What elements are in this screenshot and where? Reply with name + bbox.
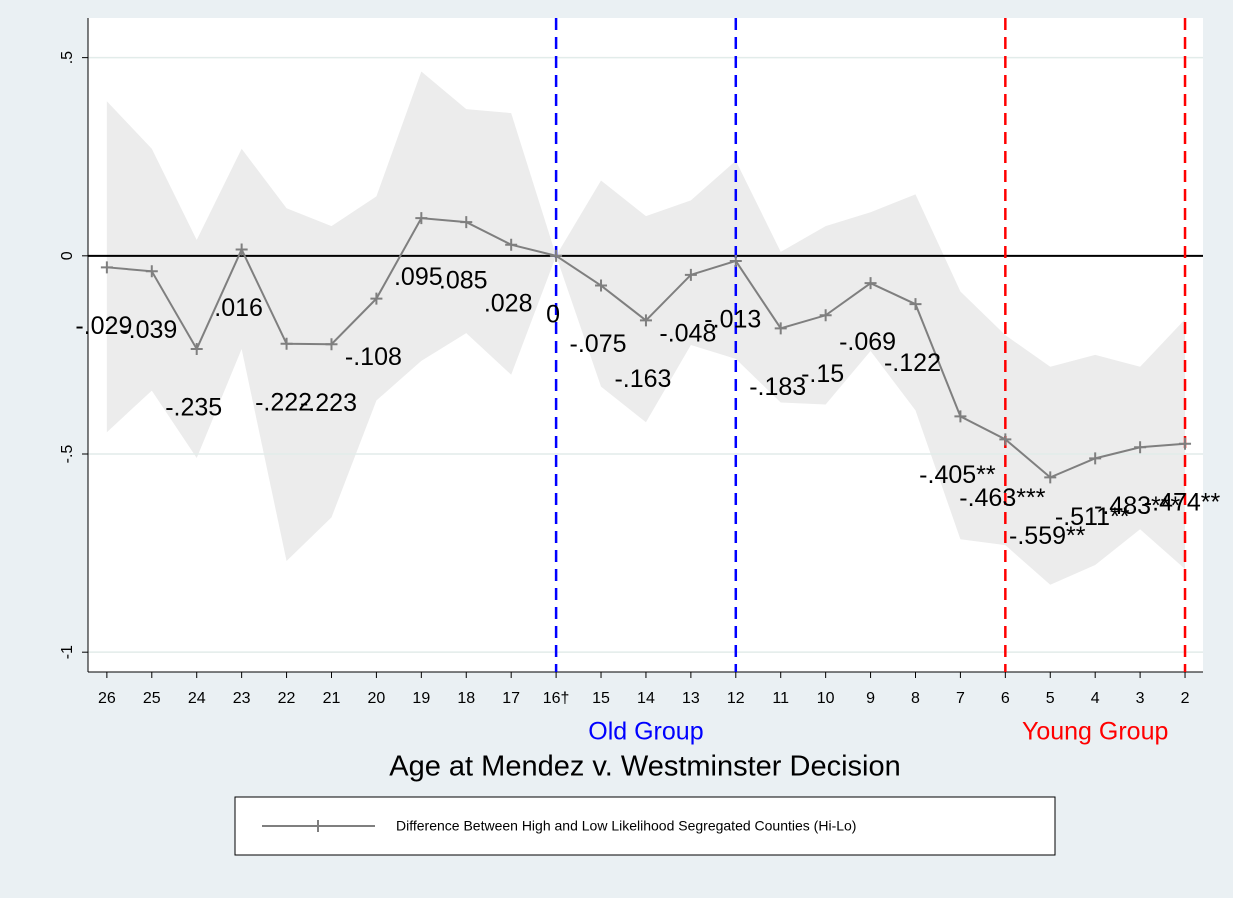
legend-label: Difference Between High and Low Likeliho… xyxy=(396,818,856,834)
data-label: -.069 xyxy=(839,328,896,356)
data-label: -.048 xyxy=(659,319,716,347)
x-tick-label: 11 xyxy=(772,690,789,707)
y-tick-label: .5 xyxy=(59,51,76,64)
data-label: -.463*** xyxy=(959,484,1045,512)
point-marker xyxy=(819,309,832,322)
point-marker xyxy=(460,216,473,229)
data-label: .085 xyxy=(439,267,488,295)
y-tick-label: -.5 xyxy=(59,445,76,464)
x-tick-label: 21 xyxy=(323,690,341,707)
x-tick-label: 8 xyxy=(911,690,920,707)
x-tick-label: 20 xyxy=(368,690,386,707)
point-marker xyxy=(415,212,428,225)
point-marker xyxy=(370,292,383,305)
point-marker xyxy=(235,243,248,256)
x-tick-label: 5 xyxy=(1046,690,1055,707)
data-label: -.223 xyxy=(300,389,357,417)
point-marker xyxy=(1134,441,1147,454)
point-marker xyxy=(1044,471,1057,484)
data-label: -.483*** xyxy=(1094,492,1180,520)
x-tick-label: 4 xyxy=(1091,690,1100,707)
data-label: -.039 xyxy=(120,316,177,344)
data-label: -.235 xyxy=(165,394,222,422)
point-marker xyxy=(729,254,742,267)
data-label: .095 xyxy=(394,263,443,291)
data-label: -.511** xyxy=(1055,503,1130,531)
data-label: -.029 xyxy=(75,312,132,340)
point-marker xyxy=(595,279,608,292)
point-marker xyxy=(145,265,158,278)
x-tick-label: 6 xyxy=(1001,690,1010,707)
point-marker xyxy=(280,337,293,350)
x-tick-label: 18 xyxy=(457,690,475,707)
data-label: .028 xyxy=(484,289,533,317)
data-label: 0 xyxy=(546,300,560,328)
data-label: -.405** xyxy=(919,461,996,489)
x-tick-label: 3 xyxy=(1136,690,1145,707)
x-tick-label: 16† xyxy=(543,690,570,707)
data-label: -.013 xyxy=(704,306,761,334)
x-tick-label: 14 xyxy=(637,690,655,707)
x-tick-label: 24 xyxy=(188,690,206,707)
x-tick-label: 10 xyxy=(817,690,835,707)
data-label: -.474** xyxy=(1144,488,1221,516)
data-label: -.559** xyxy=(1009,522,1086,550)
point-marker xyxy=(639,314,652,327)
data-label: -.15 xyxy=(801,360,844,388)
x-tick-label: 22 xyxy=(278,690,296,707)
data-label: -.163 xyxy=(614,365,671,393)
group-label: Old Group xyxy=(588,718,703,746)
x-tick-label: 17 xyxy=(502,690,520,707)
x-tick-label: 12 xyxy=(727,690,745,707)
group-label: Young Group xyxy=(1022,718,1168,746)
point-marker xyxy=(909,298,922,311)
y-tick-label: 0 xyxy=(59,251,76,260)
point-marker xyxy=(190,342,203,355)
legend-marker xyxy=(262,820,375,832)
point-marker xyxy=(325,338,338,351)
point-marker xyxy=(505,238,518,251)
point-marker xyxy=(864,277,877,290)
data-label: -.183 xyxy=(749,373,806,401)
data-label: .016 xyxy=(214,294,263,322)
point-marker xyxy=(684,268,697,281)
point-marker xyxy=(100,261,113,274)
x-tick-label: 19 xyxy=(412,690,430,707)
data-label: -.222 xyxy=(255,388,312,416)
point-marker xyxy=(954,410,967,423)
point-marker xyxy=(1089,452,1102,465)
data-label: -.108 xyxy=(345,343,402,371)
point-marker xyxy=(774,322,787,335)
x-tick-label: 25 xyxy=(143,690,161,707)
point-marker xyxy=(550,249,563,262)
x-tick-label: 9 xyxy=(866,690,875,707)
confidence-band xyxy=(106,71,1186,585)
x-tick-label: 23 xyxy=(233,690,251,707)
x-tick-label: 15 xyxy=(592,690,610,707)
x-tick-label: 13 xyxy=(682,690,700,707)
point-marker xyxy=(999,433,1012,446)
x-tick-label: 26 xyxy=(98,690,116,707)
x-tick-label: 7 xyxy=(956,690,965,707)
y-tick-label: -1 xyxy=(59,645,76,659)
x-tick-label: 2 xyxy=(1181,690,1190,707)
data-label: -.075 xyxy=(570,330,627,358)
x-axis-title: Age at Mendez v. Westminster Decision xyxy=(389,751,900,783)
point-marker xyxy=(1179,437,1192,450)
data-label: -.122 xyxy=(884,349,941,377)
